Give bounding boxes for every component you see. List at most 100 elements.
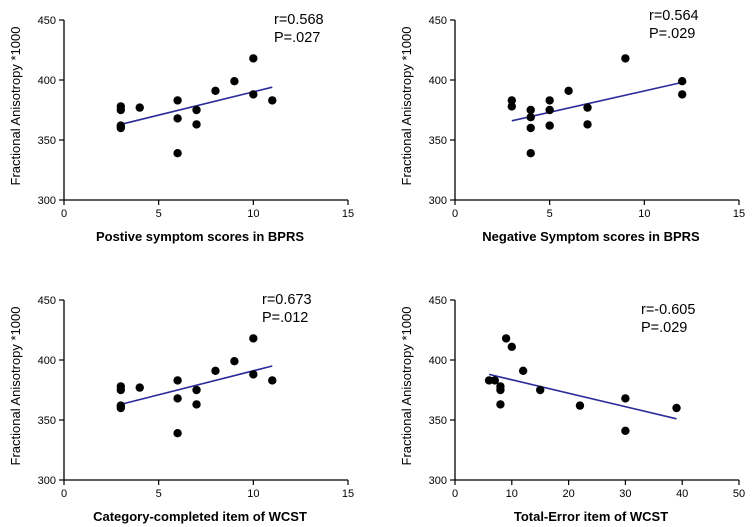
scatter-panel-2: 300 350 400 450 0 5 10 15 Negative Symptom score… [399,8,745,244]
y-tick-label: 300 [429,475,447,487]
y-axis-label: Fractional Anisotropy *1000 [8,307,23,466]
y-tick-label: 300 [38,195,56,207]
p-value-label: P=.012 [262,310,308,326]
data-point [672,403,681,413]
data-point [192,400,201,409]
x-tick-label: 15 [342,208,354,220]
y-tick-label: 350 [429,135,447,147]
x-tick-label: 50 [733,488,745,500]
y-tick-label: 350 [429,415,447,427]
data-point [211,86,220,96]
data-point [678,90,687,99]
data-point [678,77,687,86]
y-tick-label: 450 [429,295,447,307]
x-tick-label: 5 [156,488,162,500]
data-point [116,403,126,413]
x-tick-label: 30 [619,488,631,500]
data-point [518,366,528,375]
data-point [173,394,182,403]
y-tick-label: 450 [38,15,56,27]
y-tick-label: 300 [429,195,447,207]
data-point [192,385,201,395]
data-point [490,376,499,385]
data-point [249,54,258,63]
x-tick-label: 15 [733,208,745,220]
correlation-r-label: r=-0.605 [641,302,695,318]
x-tick-label: 10 [247,488,259,500]
data-point [230,357,239,366]
data-point [173,149,182,158]
p-value-label: P=.029 [641,320,687,336]
regression-line [488,373,677,420]
y-tick-label: 400 [429,355,447,367]
data-point [564,86,573,96]
data-point [116,123,126,133]
data-point [135,103,144,112]
data-point [526,105,535,115]
data-point [249,90,258,99]
data-point [230,77,239,86]
y-axis-label: Fractional Anisotropy *1000 [8,27,23,186]
data-point [116,105,126,115]
data-point [192,120,201,129]
data-point [621,426,630,435]
regression-line [120,86,273,126]
data-point [507,102,516,111]
x-tick-label: 0 [61,208,67,220]
data-point [496,400,505,409]
data-point [575,401,585,410]
data-point [135,383,144,392]
correlation-r-label: r=0.568 [274,12,324,28]
y-tick-label: 450 [429,15,447,27]
data-point [526,123,535,133]
data-point [173,376,182,385]
data-point [249,370,258,379]
y-tick-label: 300 [38,475,56,487]
x-tick-label: 15 [342,488,354,500]
data-point [249,334,258,343]
y-tick-label: 400 [38,75,56,87]
data-point [545,121,554,130]
data-point [507,342,516,351]
x-tick-label: 0 [452,208,458,220]
p-value-label: P=.027 [274,30,320,46]
y-tick-label: 350 [38,415,56,427]
y-axis-label: Fractional Anisotropy *1000 [399,307,414,466]
x-axis-label: Total-Error item of WCST [514,509,668,524]
p-value-label: P=.029 [649,26,695,42]
y-tick-label: 400 [38,355,56,367]
x-tick-label: 10 [506,488,518,500]
data-point [192,105,201,115]
x-axis-label: Negative Symptom scores in BPRS [482,229,700,244]
regression-line [120,365,273,406]
scatter-panel-3: 300 350 400 450 0 5 10 15 Category-completed ite… [8,292,354,524]
data-point [545,105,554,115]
data-point [211,366,220,375]
x-axis-label: Category-completed item of WCST [93,509,307,524]
x-tick-label: 0 [61,488,67,500]
x-tick-label: 20 [562,488,574,500]
data-point [173,429,182,438]
data-point [268,376,277,385]
data-point [621,54,630,63]
data-point [545,96,554,105]
data-point [621,394,630,403]
data-point [116,385,126,395]
correlation-r-label: r=0.673 [262,292,312,308]
scatter-panel-4: 300 350 400 450 0 10 20 30 40 50 Total-Error item … [399,295,745,524]
x-tick-label: 10 [247,208,259,220]
data-point [268,96,277,105]
data-point [526,149,535,158]
x-axis-label: Postive symptom scores in BPRS [96,229,304,244]
data-point [496,385,505,395]
x-tick-label: 0 [452,488,458,500]
data-point [583,103,592,112]
y-axis-label: Fractional Anisotropy *1000 [399,27,414,186]
x-tick-label: 5 [156,208,162,220]
data-point [526,113,535,122]
data-point [173,114,182,123]
data-point [501,334,511,343]
x-tick-label: 40 [676,488,688,500]
y-tick-label: 400 [429,75,447,87]
